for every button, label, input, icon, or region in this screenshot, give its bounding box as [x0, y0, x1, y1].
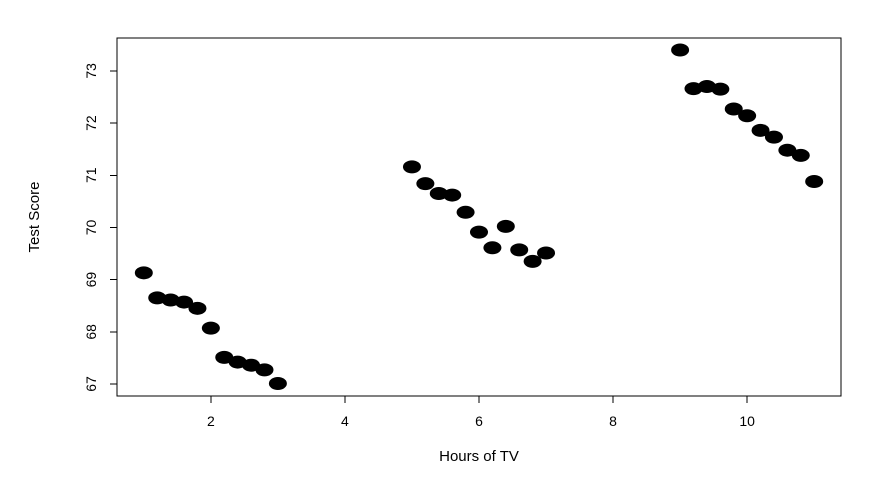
x-tick-label: 6 [475, 413, 483, 429]
y-tick-label: 69 [83, 272, 99, 288]
data-point [724, 102, 743, 116]
plot-frame [116, 37, 842, 397]
x-tick-label: 8 [609, 413, 617, 429]
data-point [456, 205, 475, 219]
data-point [805, 175, 824, 189]
data-point [684, 82, 703, 96]
x-tick-label: 10 [739, 413, 755, 429]
data-point [268, 376, 287, 390]
y-tick-label: 73 [83, 63, 99, 79]
data-point [778, 143, 797, 157]
x-tick-label: 2 [207, 413, 215, 429]
x-axis-title: Hours of TV [439, 448, 519, 465]
data-point [416, 177, 435, 191]
data-point [175, 295, 194, 309]
data-point [161, 293, 180, 307]
data-points [134, 43, 824, 390]
y-tick-label: 70 [83, 219, 99, 235]
x-tick-label: 4 [341, 413, 349, 429]
y-tick-label: 71 [83, 167, 99, 183]
data-point [134, 266, 153, 280]
y-axis-title: Test Score [26, 182, 43, 253]
data-point [483, 241, 502, 255]
data-point [671, 43, 690, 57]
data-point [402, 160, 421, 174]
data-point [188, 301, 207, 315]
data-point [215, 350, 234, 364]
data-point [470, 225, 488, 239]
y-tick-label: 72 [83, 115, 99, 131]
y-tick-label: 68 [83, 324, 99, 340]
x-axis: 2 4 6 8 10 [207, 395, 755, 429]
data-point [443, 188, 462, 202]
data-point [537, 246, 556, 260]
data-point [764, 130, 783, 144]
data-point [791, 148, 810, 162]
data-point [751, 123, 770, 137]
data-point [738, 109, 757, 123]
data-point [255, 363, 274, 377]
data-point [496, 219, 515, 233]
data-point [148, 291, 167, 305]
y-tick-label: 67 [83, 376, 99, 392]
data-point [201, 321, 220, 335]
data-point [711, 82, 730, 96]
data-point [510, 243, 529, 257]
data-point [242, 358, 261, 372]
data-point [429, 187, 448, 201]
data-point [523, 254, 542, 268]
y-axis: 67 68 69 70 71 72 73 [83, 63, 118, 392]
